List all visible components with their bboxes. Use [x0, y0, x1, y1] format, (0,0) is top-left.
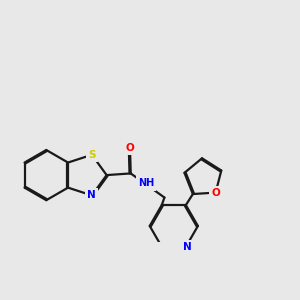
Text: NH: NH	[138, 178, 154, 188]
Text: N: N	[183, 242, 192, 252]
Text: O: O	[126, 143, 134, 153]
Text: O: O	[211, 188, 220, 198]
Text: S: S	[88, 150, 96, 160]
Text: N: N	[88, 190, 96, 200]
